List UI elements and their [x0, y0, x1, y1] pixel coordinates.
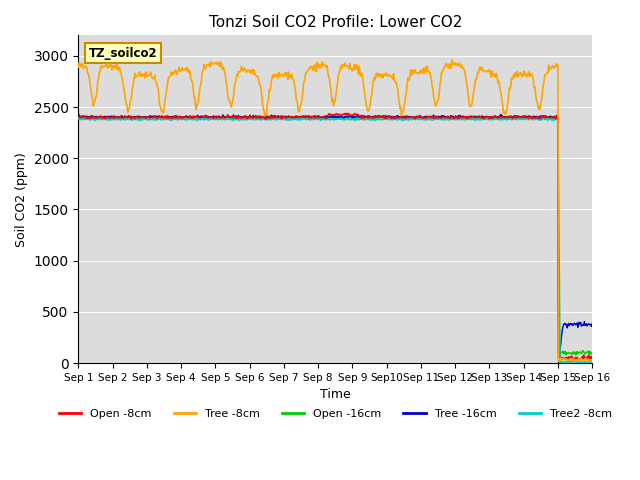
- Text: TZ_soilco2: TZ_soilco2: [89, 47, 157, 60]
- X-axis label: Time: Time: [320, 388, 351, 401]
- Y-axis label: Soil CO2 (ppm): Soil CO2 (ppm): [15, 152, 28, 247]
- Title: Tonzi Soil CO2 Profile: Lower CO2: Tonzi Soil CO2 Profile: Lower CO2: [209, 15, 462, 30]
- Legend: Open -8cm, Tree -8cm, Open -16cm, Tree -16cm, Tree2 -8cm: Open -8cm, Tree -8cm, Open -16cm, Tree -…: [54, 404, 616, 423]
